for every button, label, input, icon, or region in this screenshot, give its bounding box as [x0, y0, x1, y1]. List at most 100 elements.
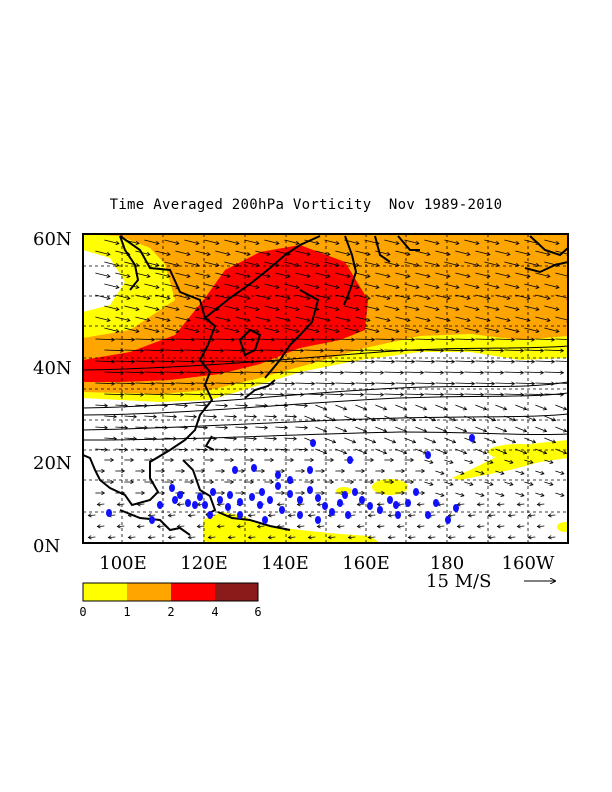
genesis-dot: [433, 499, 439, 507]
wind-vector-head: [435, 240, 440, 246]
wind-vector: [424, 283, 439, 288]
wind-vector: [335, 338, 355, 341]
wind-vector-head: [226, 273, 231, 279]
wind-vector: [424, 437, 436, 443]
wind-vector: [184, 349, 204, 352]
wind-vector: [508, 536, 516, 538]
wind-vector: [375, 426, 387, 432]
wind-vector-head: [520, 370, 525, 375]
wind-vector: [464, 459, 474, 464]
wind-vector-head: [230, 457, 235, 463]
wind-vector-head: [410, 457, 415, 463]
wind-vector-head: [226, 251, 231, 257]
wind-vector-head: [275, 328, 280, 334]
genesis-dot: [359, 496, 365, 504]
wind-vector: [535, 250, 550, 255]
wind-vector-head: [211, 359, 216, 364]
wind-vector: [215, 360, 235, 363]
wind-vector: [204, 371, 224, 374]
genesis-dot: [249, 493, 255, 501]
wind-vector-head: [511, 359, 516, 364]
wind-vector-head: [264, 447, 269, 452]
wind-vector: [484, 261, 499, 266]
genesis-dot: [237, 498, 243, 506]
wind-vector-head: [273, 436, 278, 441]
wind-vector: [168, 536, 176, 538]
wind-vector-head: [286, 273, 291, 279]
wind-vector-head: [476, 524, 481, 529]
wind-vector-head: [495, 328, 500, 334]
wind-vector-head: [549, 481, 554, 486]
wind-vector-head: [290, 457, 295, 463]
wind-vector-head: [469, 459, 474, 464]
wind-vector-head: [562, 428, 568, 433]
wind-vector: [317, 525, 325, 527]
wind-vector: [95, 250, 110, 255]
wind-vector-head: [164, 425, 169, 430]
wind-vector-head: [411, 359, 416, 364]
wind-vector: [515, 492, 525, 497]
wind-vector: [304, 261, 319, 266]
wind-vector-head: [451, 381, 456, 386]
genesis-dot: [237, 511, 243, 519]
wind-vector: [284, 283, 299, 288]
wind-vector-head: [391, 359, 396, 364]
wind-vector-head: [304, 425, 309, 430]
wind-vector: [175, 272, 190, 277]
wind-vector: [455, 316, 470, 321]
wind-vector: [417, 525, 425, 527]
wind-vector-head: [253, 436, 258, 441]
wind-vector-head: [141, 468, 146, 474]
wind-vector: [444, 459, 454, 464]
wind-vector-head: [144, 425, 149, 430]
wind-vector-head: [540, 470, 545, 475]
wind-vector: [535, 382, 555, 385]
wind-vector: [175, 382, 195, 385]
wind-vector-head: [411, 417, 417, 422]
wind-vector: [164, 261, 179, 266]
wind-vector: [504, 371, 524, 374]
wind-vector-head: [551, 381, 556, 386]
wind-vector-head: [296, 524, 301, 529]
wind-vector: [97, 525, 105, 527]
wind-vector: [215, 404, 228, 407]
wind-vector-head: [462, 406, 468, 411]
wind-vector: [335, 426, 347, 432]
wind-vector: [164, 283, 179, 288]
wind-vector-head: [331, 417, 337, 422]
wind-vector: [495, 360, 515, 363]
wind-vector: [535, 316, 550, 321]
wind-vector: [295, 338, 315, 341]
wind-vector: [508, 514, 516, 516]
wind-vector: [195, 250, 210, 255]
wind-vector-head: [536, 524, 541, 529]
colorbar-tick-0: 0: [79, 605, 86, 619]
wind-vector: [284, 327, 299, 332]
wind-vector: [544, 459, 554, 464]
wind-vector-head: [489, 481, 494, 486]
wind-vector: [277, 525, 285, 527]
wind-vector: [464, 305, 479, 310]
wind-vector: [528, 536, 536, 538]
wind-vector: [504, 481, 514, 486]
wind-vector: [104, 437, 117, 440]
wind-vector-head: [173, 414, 178, 419]
gridlines: [83, 234, 568, 543]
wind-vector-head: [327, 535, 332, 540]
wind-vector: [197, 525, 205, 527]
wind-vector: [464, 481, 474, 486]
wind-vector-head: [402, 428, 408, 433]
wind-vector-head: [281, 468, 286, 474]
wind-vector: [324, 327, 339, 332]
wind-vector: [335, 360, 355, 363]
wind-vector-head: [366, 317, 371, 323]
wind-vector-head: [106, 251, 111, 257]
wind-vector-head: [362, 428, 368, 433]
wind-vector-head: [193, 436, 198, 441]
wind-vector: [428, 536, 436, 538]
wind-vector-head: [226, 317, 231, 323]
wind-vector: [524, 437, 536, 443]
wind-vector-head: [306, 295, 311, 301]
wind-vector-head: [451, 359, 456, 364]
wind-vector: [304, 283, 319, 288]
